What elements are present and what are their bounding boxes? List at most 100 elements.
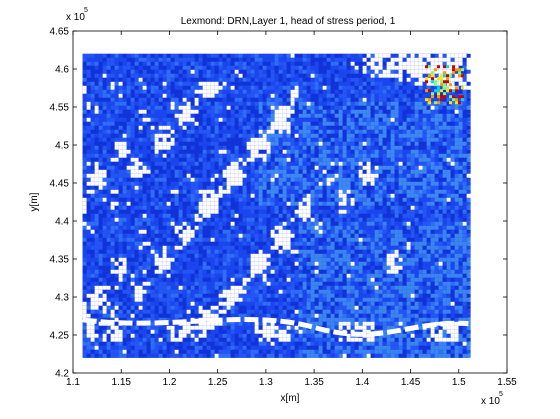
heatmap-cell xyxy=(406,57,411,62)
heatmap-cell xyxy=(454,225,459,230)
heatmap-cell xyxy=(94,125,99,130)
heatmap-cell xyxy=(406,105,411,110)
heatmap-cell xyxy=(186,69,191,74)
heatmap-cell xyxy=(338,197,343,202)
heatmap-cell xyxy=(150,241,155,246)
heatmap-cell xyxy=(274,229,279,234)
heatmap-cell xyxy=(186,125,191,130)
heatmap-cell xyxy=(218,145,223,150)
heatmap-cell xyxy=(238,209,243,214)
heatmap-cell xyxy=(274,125,279,130)
heatmap-cell xyxy=(182,209,187,214)
heatmap-cell xyxy=(422,137,427,142)
heatmap-cell xyxy=(138,77,143,82)
heatmap-cell xyxy=(402,133,407,138)
heatmap-cell xyxy=(394,169,399,174)
heatmap-cell xyxy=(186,89,191,94)
heatmap-cell xyxy=(98,185,103,190)
heatmap-cell xyxy=(466,217,471,222)
heatmap-cell xyxy=(154,177,159,182)
heatmap-cell xyxy=(442,173,447,178)
heatmap-cell xyxy=(338,185,343,190)
heatmap-cell xyxy=(398,217,403,222)
heatmap-cell xyxy=(450,113,455,118)
heatmap-cell xyxy=(266,189,271,194)
heatmap-cell xyxy=(366,173,371,178)
heatmap-cell xyxy=(338,93,343,98)
heatmap-cell xyxy=(386,189,391,194)
heatmap-cell xyxy=(338,65,343,70)
heatmap-cell xyxy=(242,85,247,90)
heatmap-cell xyxy=(378,133,383,138)
heatmap-cell xyxy=(154,233,159,238)
heatmap-cell xyxy=(230,85,235,90)
heatmap-cell xyxy=(134,53,139,58)
heatmap-cell xyxy=(210,237,215,242)
heatmap-cell xyxy=(374,253,379,258)
heatmap-cell xyxy=(270,193,275,198)
heatmap-cell xyxy=(330,145,335,150)
heatmap-cell xyxy=(290,245,295,250)
heatmap-cell xyxy=(298,89,303,94)
heatmap-cell xyxy=(310,169,315,174)
heatmap-cell xyxy=(242,129,247,134)
heatmap-cell xyxy=(82,169,87,174)
heatmap-cell xyxy=(354,93,359,98)
heatmap-cell xyxy=(430,57,435,62)
heatmap-cell xyxy=(258,77,263,82)
heatmap-cell xyxy=(170,65,175,70)
heatmap-cell xyxy=(398,233,403,238)
heatmap-cell xyxy=(362,249,367,254)
heatmap-cell xyxy=(418,133,423,138)
heatmap-cell xyxy=(222,233,227,238)
heatmap-cell xyxy=(82,117,87,122)
heatmap-cell xyxy=(250,117,255,122)
heatmap-cell xyxy=(410,189,415,194)
heatmap-cell xyxy=(322,165,327,170)
heatmap-cell xyxy=(462,201,467,206)
heatmap-cell xyxy=(170,113,175,118)
heatmap-cell xyxy=(382,53,387,58)
heatmap-cell xyxy=(102,257,107,262)
heatmap-cell xyxy=(194,257,199,262)
heatmap-cell xyxy=(218,189,223,194)
heatmap-cell xyxy=(462,129,467,134)
heatmap-cell xyxy=(230,209,235,214)
heatmap-cell xyxy=(394,137,399,142)
heatmap-cell xyxy=(190,137,195,142)
heatmap-cell xyxy=(390,161,395,166)
heatmap-cell xyxy=(314,229,319,234)
heatmap-cell xyxy=(130,61,135,66)
heatmap-cell xyxy=(146,193,151,198)
heatmap-cell xyxy=(410,109,415,114)
heatmap-cell xyxy=(254,169,259,174)
heatmap-cell xyxy=(82,253,87,258)
heatmap-cell xyxy=(318,93,323,98)
heatmap-cell xyxy=(282,249,287,254)
heatmap-cell xyxy=(330,61,335,66)
heatmap-cell xyxy=(302,241,307,246)
heatmap-cell xyxy=(314,169,319,174)
heatmap-cell xyxy=(178,213,183,218)
heatmap-cell xyxy=(182,69,187,74)
heatmap-cell xyxy=(286,161,291,166)
heatmap-cell xyxy=(166,249,171,254)
heatmap-cell xyxy=(422,81,427,86)
heatmap-cell xyxy=(82,241,87,246)
heatmap-cell xyxy=(370,141,375,146)
heatmap-cell xyxy=(270,141,275,146)
heatmap-cell xyxy=(430,177,435,182)
heatmap-cell xyxy=(326,193,331,198)
heatmap-cell xyxy=(410,241,415,246)
heatmap-cell xyxy=(450,81,455,86)
heatmap-cell xyxy=(166,145,171,150)
heatmap-cell xyxy=(346,249,351,254)
heatmap-cell xyxy=(154,133,159,138)
heatmap-cell xyxy=(218,141,223,146)
heatmap-cell xyxy=(326,69,331,74)
heatmap-cell xyxy=(338,205,343,210)
heatmap-cell xyxy=(246,97,251,102)
heatmap-cell xyxy=(454,65,459,70)
heatmap-cell xyxy=(462,213,467,218)
heatmap-cell xyxy=(282,185,287,190)
